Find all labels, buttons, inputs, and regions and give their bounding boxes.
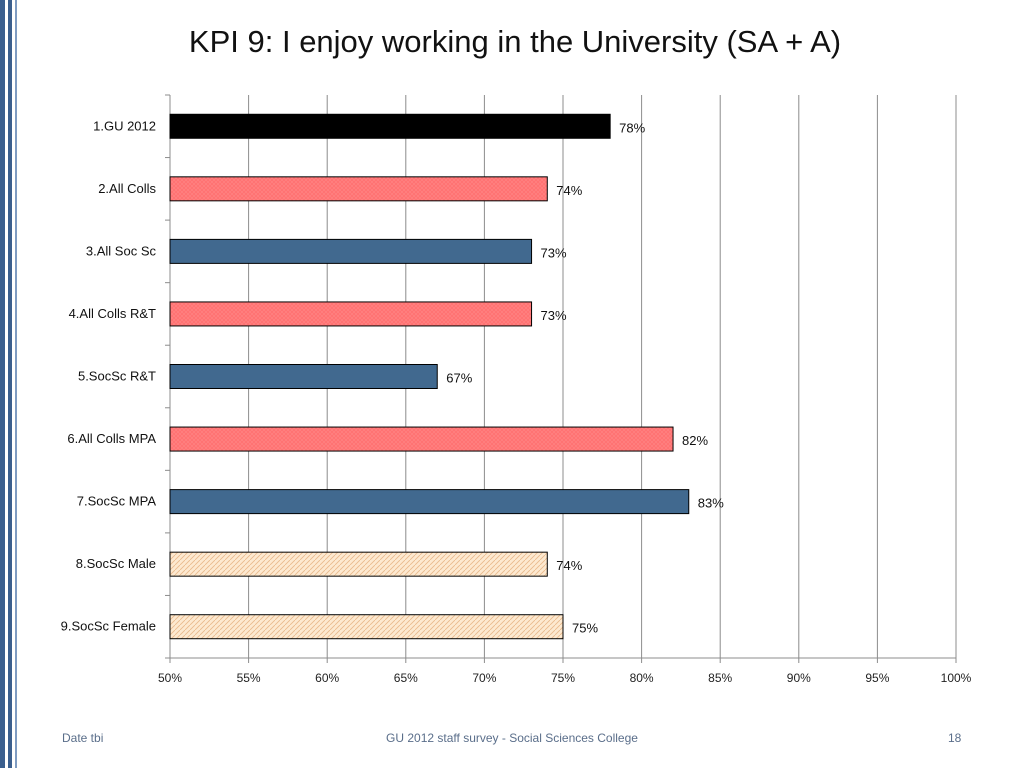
left-accent-bar	[0, 0, 5, 768]
x-tick-label: 90%	[787, 671, 811, 685]
bar	[169, 238, 533, 264]
data-label: 83%	[698, 496, 724, 511]
x-tick-label: 65%	[394, 671, 418, 685]
bar	[169, 176, 548, 202]
bar	[169, 364, 438, 389]
x-tick-label: 80%	[630, 671, 654, 685]
bar	[169, 426, 674, 452]
data-label: 74%	[556, 558, 582, 573]
bar	[169, 551, 548, 577]
bars	[169, 113, 690, 640]
left-accent-bar-thin	[15, 0, 17, 768]
category-label: 5.SocSc R&T	[78, 369, 156, 384]
x-tick-label: 85%	[708, 671, 732, 685]
footer-caption: GU 2012 staff survey - Social Sciences C…	[386, 731, 638, 745]
data-label: 73%	[541, 245, 567, 260]
data-label: 82%	[682, 433, 708, 448]
data-label: 78%	[619, 120, 645, 135]
labels: 50% 55% 60% 65% 70% 75% 80% 85% 90% 95% 100% 1.GU 2…	[61, 118, 972, 685]
data-label: 75%	[572, 621, 598, 636]
category-label: 1.GU 2012	[93, 118, 156, 133]
category-label: 2.All Colls	[98, 181, 156, 196]
x-tick-label: 60%	[315, 671, 339, 685]
bar	[169, 614, 564, 640]
bar	[169, 301, 533, 327]
category-label: 6.All Colls MPA	[67, 431, 156, 446]
category-label: 8.SocSc Male	[76, 556, 156, 571]
page-number: 18	[948, 731, 962, 745]
data-label: 74%	[556, 183, 582, 198]
footer-date: Date tbi	[62, 731, 104, 745]
x-tick-label: 100%	[941, 671, 972, 685]
slide-title: KPI 9: I enjoy working in the University…	[188, 24, 842, 59]
x-tick-label: 50%	[158, 671, 182, 685]
x-tick-label: 70%	[472, 671, 496, 685]
category-label: 4.All Colls R&T	[69, 306, 156, 321]
data-label: 67%	[446, 371, 472, 386]
bar	[169, 489, 690, 515]
category-label: 3.All Soc Sc	[86, 243, 157, 258]
x-tick-label: 75%	[551, 671, 575, 685]
bar	[169, 113, 611, 139]
x-tick-label: 55%	[237, 671, 261, 685]
left-accent-bar-inner	[8, 0, 12, 768]
data-label: 73%	[541, 308, 567, 323]
category-label: 9.SocSc Female	[61, 619, 156, 634]
x-tick-label: 95%	[865, 671, 889, 685]
category-label: 7.SocSc MPA	[77, 494, 157, 509]
